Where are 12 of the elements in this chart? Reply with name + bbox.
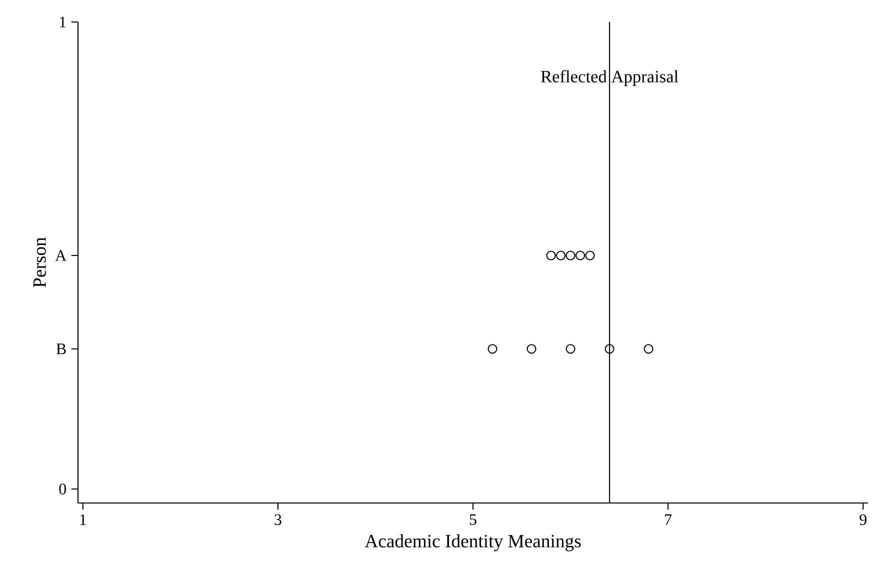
x-tick-label: 7	[665, 514, 672, 525]
x-tick-label: 9	[860, 514, 866, 526]
y-tick-label: 0	[59, 484, 66, 494]
annotation: Reflected Appraisal	[540, 70, 678, 86]
x-axis-title: Academic Identity Meanings	[364, 534, 581, 552]
y-tick-label: B	[56, 344, 66, 354]
x-tick-label: 3	[274, 514, 282, 526]
x-tick-label: 1	[80, 514, 86, 525]
x-tick-label: 5	[470, 514, 476, 525]
y-axis-title: Person	[34, 237, 46, 288]
y-tick-label: A	[55, 250, 67, 261]
y-tick-label: 1	[60, 16, 66, 28]
